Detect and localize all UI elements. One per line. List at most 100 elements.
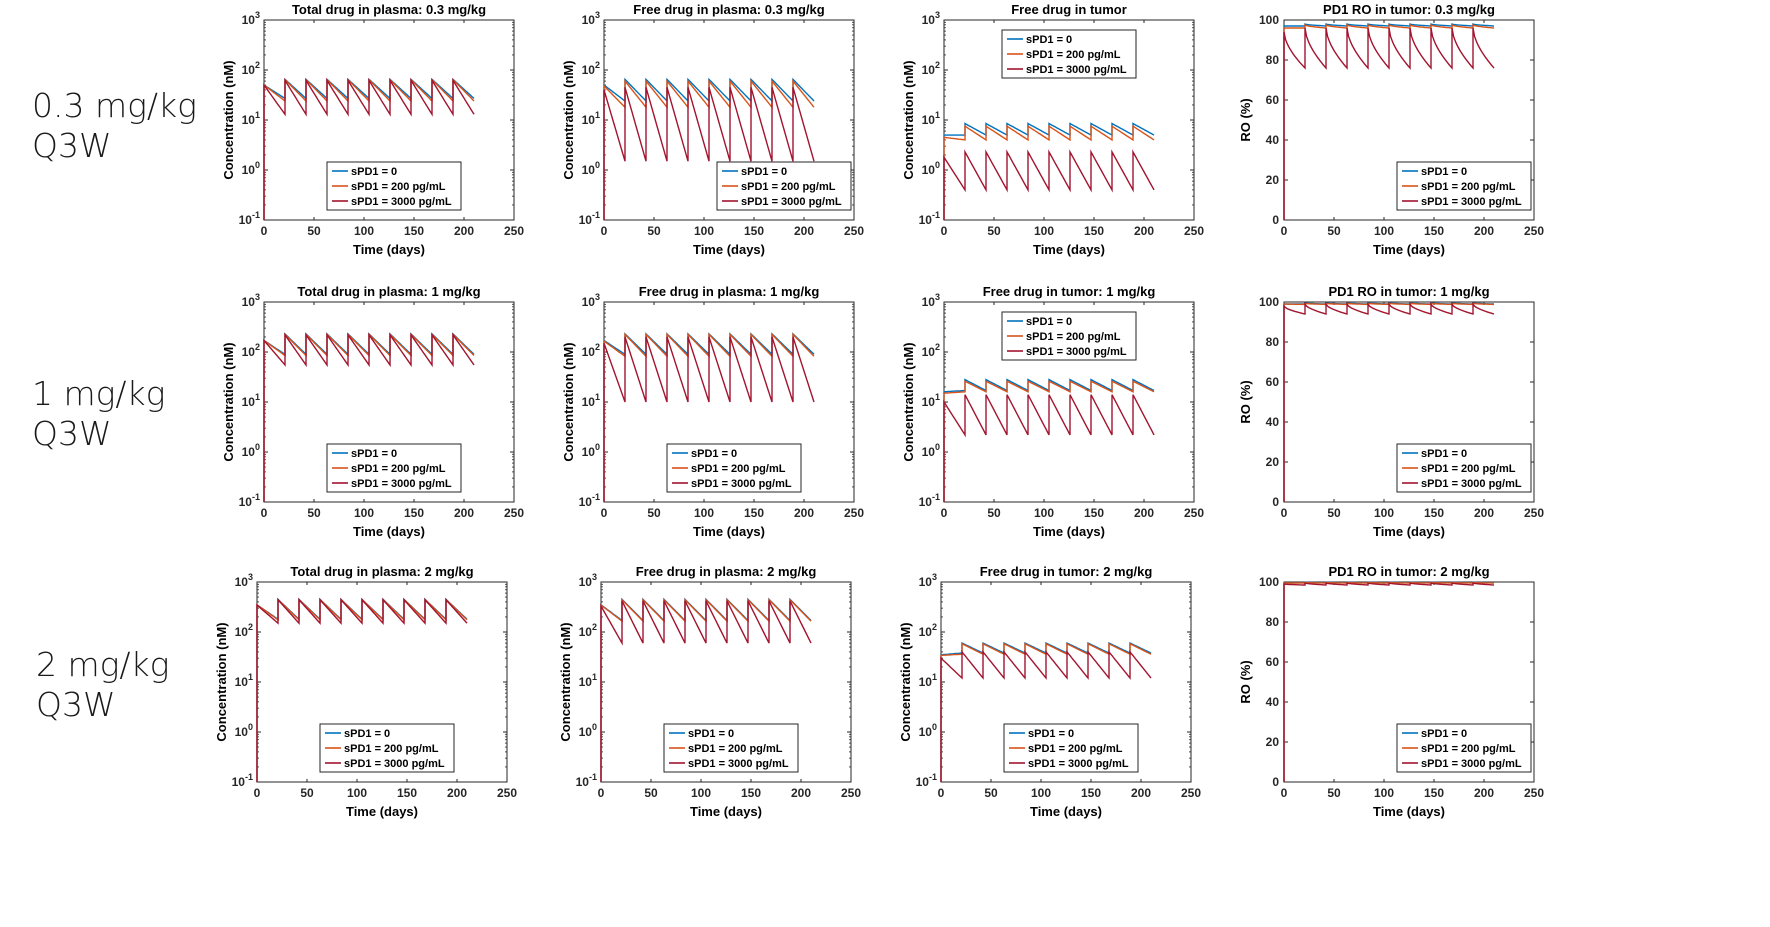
x-tick-label: 150	[1424, 786, 1444, 800]
y-tick-base: 10	[579, 675, 593, 689]
y-tick-base: 10	[582, 395, 596, 409]
legend-label-0: sPD1 = 0	[351, 166, 397, 178]
legend-box	[1003, 723, 1139, 773]
row-label-0: 0.3 mg/kg Q3W	[32, 86, 197, 166]
y-tick-exponent: -1	[252, 492, 260, 502]
y-tick-label: 10-1	[239, 210, 260, 227]
x-tick-label: 250	[1524, 786, 1544, 800]
y-tick-base: 10	[579, 575, 593, 589]
y-tick-base: 10	[239, 213, 253, 227]
legend-label-2: sPD1 = 3000 pg/mL	[1026, 346, 1127, 358]
x-tick-label: 200	[794, 224, 814, 238]
x-tick-label: 50	[1327, 224, 1341, 238]
y-tick-exponent: -1	[589, 772, 597, 782]
y-tick-base: 10	[919, 495, 933, 509]
x-tick-label: 150	[404, 506, 424, 520]
y-tick-label: 10-1	[919, 210, 940, 227]
series-line-1	[943, 124, 1155, 220]
x-tick-label: 50	[307, 224, 321, 238]
legend-label-2: sPD1 = 3000 pg/mL	[1028, 758, 1129, 770]
legend-label-0: sPD1 = 0	[691, 448, 737, 460]
y-tick-exponent: 1	[248, 672, 253, 682]
legend-label-1: sPD1 = 200 pg/mL	[1026, 331, 1121, 343]
x-axis-label-3: Time (days)	[1373, 242, 1445, 257]
series-line-2	[263, 332, 475, 502]
chart-title-1: Free drug in plasma: 0.3 mg/kg	[633, 2, 824, 17]
chart-title-2: Free drug in tumor	[1011, 2, 1127, 17]
chart-title-3: PD1 RO in tumor: 0.3 mg/kg	[1323, 2, 1495, 17]
x-tick-label: 50	[987, 506, 1001, 520]
y-tick-exponent: 1	[255, 110, 260, 120]
y-tick-exponent: -1	[929, 772, 937, 782]
row-label-0-dose: 0.3 mg/kg	[32, 86, 197, 125]
legend-box	[1396, 161, 1532, 211]
chart-title-9: Free drug in plasma: 2 mg/kg	[636, 564, 817, 579]
y-tick-label: 20	[1266, 173, 1280, 187]
y-tick-label: 102	[242, 342, 260, 359]
legend-label-0: sPD1 = 0	[1026, 316, 1072, 328]
legend-label-2: sPD1 = 3000 pg/mL	[1421, 478, 1522, 490]
y-tick-exponent: 2	[595, 60, 600, 70]
x-tick-label: 50	[644, 786, 658, 800]
x-tick-label: 0	[601, 224, 608, 238]
legend-8: sPD1 = 0 sPD1 = 200 pg/mL sPD1 = 3000 pg/m…	[319, 723, 455, 773]
legend-0: sPD1 = 0 sPD1 = 200 pg/mL sPD1 = 3000 pg/m…	[326, 161, 462, 211]
x-tick-label: 100	[694, 506, 714, 520]
x-tick-label: 50	[984, 786, 998, 800]
y-tick-exponent: -1	[932, 492, 940, 502]
y-tick-exponent: 0	[935, 442, 940, 452]
chart-panel-7: PD1 RO in tumor: 1 mg/kg0 50 100 150 200 250T…	[1238, 284, 1544, 539]
y-tick-base: 10	[582, 295, 596, 309]
x-tick-label: 50	[1327, 506, 1341, 520]
series-line-2	[603, 87, 815, 220]
y-tick-label: 100	[1259, 295, 1279, 309]
y-tick-label: 40	[1266, 415, 1280, 429]
legend-label-1: sPD1 = 200 pg/mL	[1421, 181, 1516, 193]
x-tick-label: 50	[300, 786, 314, 800]
y-tick-label: 102	[242, 60, 260, 77]
legend-7: sPD1 = 0 sPD1 = 200 pg/mL sPD1 = 3000 pg/m…	[1396, 443, 1532, 493]
x-tick-label: 250	[497, 786, 517, 800]
y-tick-base: 10	[922, 345, 936, 359]
chart-panel-8: Total drug in plasma: 2 mg/kg0 50 100 150 20…	[214, 564, 517, 819]
y-tick-exponent: 2	[595, 342, 600, 352]
y-tick-label: 0	[1272, 213, 1279, 227]
x-tick-label: 0	[941, 506, 948, 520]
y-tick-label: 10-1	[916, 772, 937, 789]
legend-9: sPD1 = 0 sPD1 = 200 pg/mL sPD1 = 3000 pg/m…	[663, 723, 799, 773]
legend-box	[319, 723, 455, 773]
y-tick-label: 10-1	[579, 492, 600, 509]
y-tick-exponent: 3	[932, 572, 937, 582]
y-tick-label: 103	[582, 10, 600, 27]
legend-6: sPD1 = 0 sPD1 = 200 pg/mL sPD1 = 3000 pg/m…	[1001, 311, 1137, 361]
x-tick-label: 250	[844, 506, 864, 520]
y-axis-label-4: Concentration (nM)	[221, 342, 236, 461]
legend-box	[326, 161, 462, 211]
legend-1: sPD1 = 0 sPD1 = 200 pg/mL sPD1 = 3000 pg/m…	[716, 161, 852, 211]
legend-box	[1396, 443, 1532, 493]
y-tick-exponent: 0	[248, 722, 253, 732]
legend-label-1: sPD1 = 200 pg/mL	[741, 181, 836, 193]
y-tick-base: 10	[582, 445, 596, 459]
legend-label-2: sPD1 = 3000 pg/mL	[1026, 64, 1127, 76]
x-axis-label-6: Time (days)	[1033, 524, 1105, 539]
x-tick-label: 0	[261, 224, 268, 238]
y-tick-label: 102	[922, 342, 940, 359]
y-tick-exponent: 3	[595, 10, 600, 20]
y-tick-exponent: 1	[255, 392, 260, 402]
y-tick-exponent: 3	[255, 10, 260, 20]
y-tick-base: 10	[922, 395, 936, 409]
y-tick-base: 10	[242, 345, 256, 359]
x-tick-label: 250	[1524, 506, 1544, 520]
y-tick-base: 10	[582, 163, 596, 177]
legend-10: sPD1 = 0 sPD1 = 200 pg/mL sPD1 = 3000 pg/m…	[1003, 723, 1139, 773]
legend-11: sPD1 = 0 sPD1 = 200 pg/mL sPD1 = 3000 pg/m…	[1396, 723, 1532, 773]
y-tick-exponent: -1	[592, 492, 600, 502]
y-tick-label: 102	[579, 622, 597, 639]
x-tick-label: 150	[744, 224, 764, 238]
x-tick-label: 0	[261, 506, 268, 520]
y-tick-label: 102	[582, 342, 600, 359]
legend-label-1: sPD1 = 200 pg/mL	[1421, 463, 1516, 475]
